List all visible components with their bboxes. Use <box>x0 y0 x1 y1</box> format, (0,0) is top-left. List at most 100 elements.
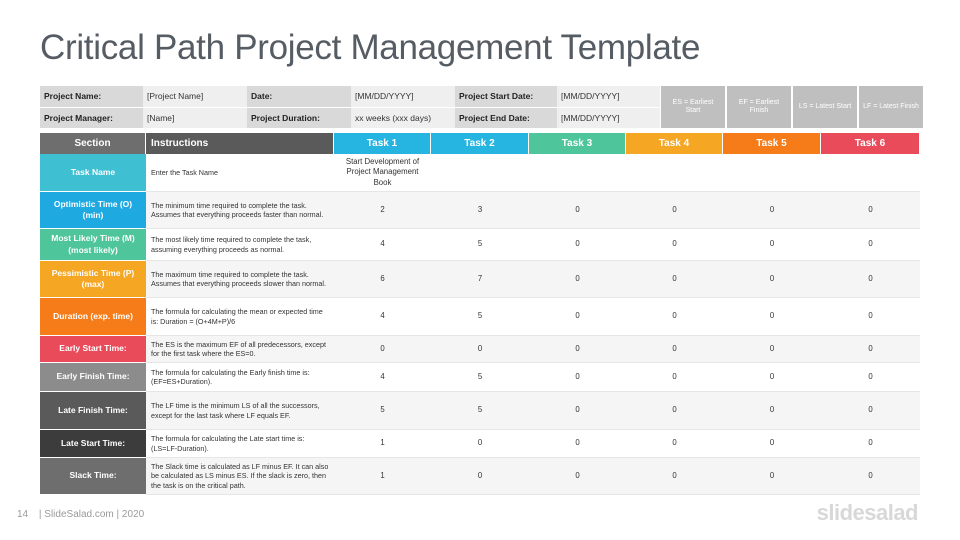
task-5-value[interactable]: 0 <box>723 261 821 298</box>
header-task-3: Task 3 <box>529 133 626 154</box>
section-cell: Late Start Time: <box>40 430 146 458</box>
task-4-value[interactable]: 0 <box>626 458 723 495</box>
header-task-1: Task 1 <box>334 133 431 154</box>
task-1-value[interactable]: 4 <box>334 229 431 261</box>
task-3-value[interactable]: 0 <box>529 430 626 458</box>
task-1-value[interactable]: 2 <box>334 192 431 229</box>
task-3-value[interactable] <box>529 154 626 192</box>
duration-label: Project Duration: <box>247 107 351 129</box>
task-2-value[interactable]: 0 <box>431 430 529 458</box>
section-cell: Slack Time: <box>40 458 146 495</box>
task-5-value[interactable]: 0 <box>723 192 821 229</box>
task-2-value[interactable]: 5 <box>431 229 529 261</box>
task-3-value[interactable]: 0 <box>529 336 626 363</box>
instruction-cell: The minimum time required to complete th… <box>146 192 334 229</box>
task-6-value[interactable]: 0 <box>821 363 920 392</box>
section-cell: Most Likely Time (M) (most likely) <box>40 229 146 261</box>
task-1-value[interactable]: Start Development of Project Management … <box>334 154 431 192</box>
task-6-value[interactable]: 0 <box>821 392 920 430</box>
instruction-cell: The ES is the maximum EF of all predeces… <box>146 336 334 363</box>
task-1-value[interactable]: 0 <box>334 336 431 363</box>
header-instructions: Instructions <box>146 133 334 154</box>
legend-ls: LS = Latest Start <box>793 86 857 128</box>
task-5-value[interactable]: 0 <box>723 229 821 261</box>
task-2-value[interactable]: 5 <box>431 363 529 392</box>
task-4-value[interactable]: 0 <box>626 336 723 363</box>
legend-es: ES = Earliest Start <box>661 86 725 128</box>
task-5-value[interactable]: 0 <box>723 392 821 430</box>
section-cell: Pessimistic Time (P) (max) <box>40 261 146 298</box>
task-4-value[interactable]: 0 <box>626 192 723 229</box>
task-1-value[interactable]: 1 <box>334 458 431 495</box>
legend-ef: EF = Earliest Finish <box>727 86 791 128</box>
table-row: Early Finish Time: The formula for calcul… <box>40 363 920 392</box>
section-cell: Task Name <box>40 154 146 192</box>
task-6-value[interactable]: 0 <box>821 298 920 336</box>
table-row: Slack Time: The Slack time is calculated … <box>40 458 920 495</box>
task-2-value[interactable]: 0 <box>431 336 529 363</box>
instruction-cell: The formula for calculating the mean or … <box>146 298 334 336</box>
task-5-value[interactable]: 0 <box>723 363 821 392</box>
task-2-value[interactable]: 5 <box>431 392 529 430</box>
task-1-value[interactable]: 5 <box>334 392 431 430</box>
footer-credit: | SlideSalad.com | 2020 <box>38 509 145 520</box>
header-task-4: Task 4 <box>626 133 723 154</box>
task-1-value[interactable]: 4 <box>334 298 431 336</box>
date-value[interactable]: [MM/DD/YYYY] <box>351 86 455 108</box>
table-row: Late Finish Time: The LF time is the mini… <box>40 392 920 430</box>
task-3-value[interactable]: 0 <box>529 392 626 430</box>
task-1-value[interactable]: 6 <box>334 261 431 298</box>
manager-label: Project Manager: <box>40 107 143 129</box>
task-6-value[interactable] <box>821 154 920 192</box>
task-3-value[interactable]: 0 <box>529 261 626 298</box>
section-cell: Optimistic Time (O) (min) <box>40 192 146 229</box>
task-4-value[interactable]: 0 <box>626 363 723 392</box>
manager-value[interactable]: [Name] <box>143 107 247 129</box>
task-3-value[interactable]: 0 <box>529 229 626 261</box>
instruction-cell: The Slack time is calculated as LF minus… <box>146 458 334 495</box>
task-2-value[interactable]: 5 <box>431 298 529 336</box>
task-6-value[interactable]: 0 <box>821 336 920 363</box>
task-4-value[interactable]: 0 <box>626 261 723 298</box>
duration-value[interactable]: xx weeks (xxx days) <box>351 107 455 129</box>
task-1-value[interactable]: 1 <box>334 430 431 458</box>
task-6-value[interactable]: 0 <box>821 229 920 261</box>
task-2-value[interactable]: 0 <box>431 458 529 495</box>
task-2-value[interactable] <box>431 154 529 192</box>
start-date-label: Project Start Date: <box>455 86 557 108</box>
page-number: 14 <box>17 509 29 520</box>
table-row: Most Likely Time (M) (most likely) The mo… <box>40 229 920 261</box>
task-5-value[interactable]: 0 <box>723 458 821 495</box>
task-4-value[interactable]: 0 <box>626 298 723 336</box>
section-cell: Early Finish Time: <box>40 363 146 392</box>
date-label: Date: <box>247 86 351 108</box>
task-1-value[interactable]: 4 <box>334 363 431 392</box>
task-2-value[interactable]: 7 <box>431 261 529 298</box>
task-5-value[interactable] <box>723 154 821 192</box>
task-2-value[interactable]: 3 <box>431 192 529 229</box>
task-6-value[interactable]: 0 <box>821 261 920 298</box>
task-3-value[interactable]: 0 <box>529 298 626 336</box>
task-4-value[interactable]: 0 <box>626 392 723 430</box>
task-6-value[interactable]: 0 <box>821 192 920 229</box>
task-3-value[interactable]: 0 <box>529 458 626 495</box>
task-5-value[interactable]: 0 <box>723 430 821 458</box>
task-5-value[interactable]: 0 <box>723 298 821 336</box>
task-4-value[interactable] <box>626 154 723 192</box>
header-task-6: Task 6 <box>821 133 920 154</box>
task-4-value[interactable]: 0 <box>626 430 723 458</box>
project-name-value[interactable]: [Project Name] <box>143 86 247 108</box>
task-4-value[interactable]: 0 <box>626 229 723 261</box>
task-3-value[interactable]: 0 <box>529 363 626 392</box>
table-row: Task Name Enter the Task Name Start Develo… <box>40 154 920 192</box>
task-3-value[interactable]: 0 <box>529 192 626 229</box>
table-row: Pessimistic Time (P) (max) The maximum ti… <box>40 261 920 298</box>
instruction-cell: The most likely time required to complet… <box>146 229 334 261</box>
task-6-value[interactable]: 0 <box>821 458 920 495</box>
table-row: Early Start Time: The ES is the maximum E… <box>40 336 920 363</box>
end-date-value[interactable]: [MM/DD/YYYY] <box>557 107 660 129</box>
start-date-value[interactable]: [MM/DD/YYYY] <box>557 86 660 108</box>
task-6-value[interactable]: 0 <box>821 430 920 458</box>
section-cell: Early Start Time: <box>40 336 146 363</box>
task-5-value[interactable]: 0 <box>723 336 821 363</box>
